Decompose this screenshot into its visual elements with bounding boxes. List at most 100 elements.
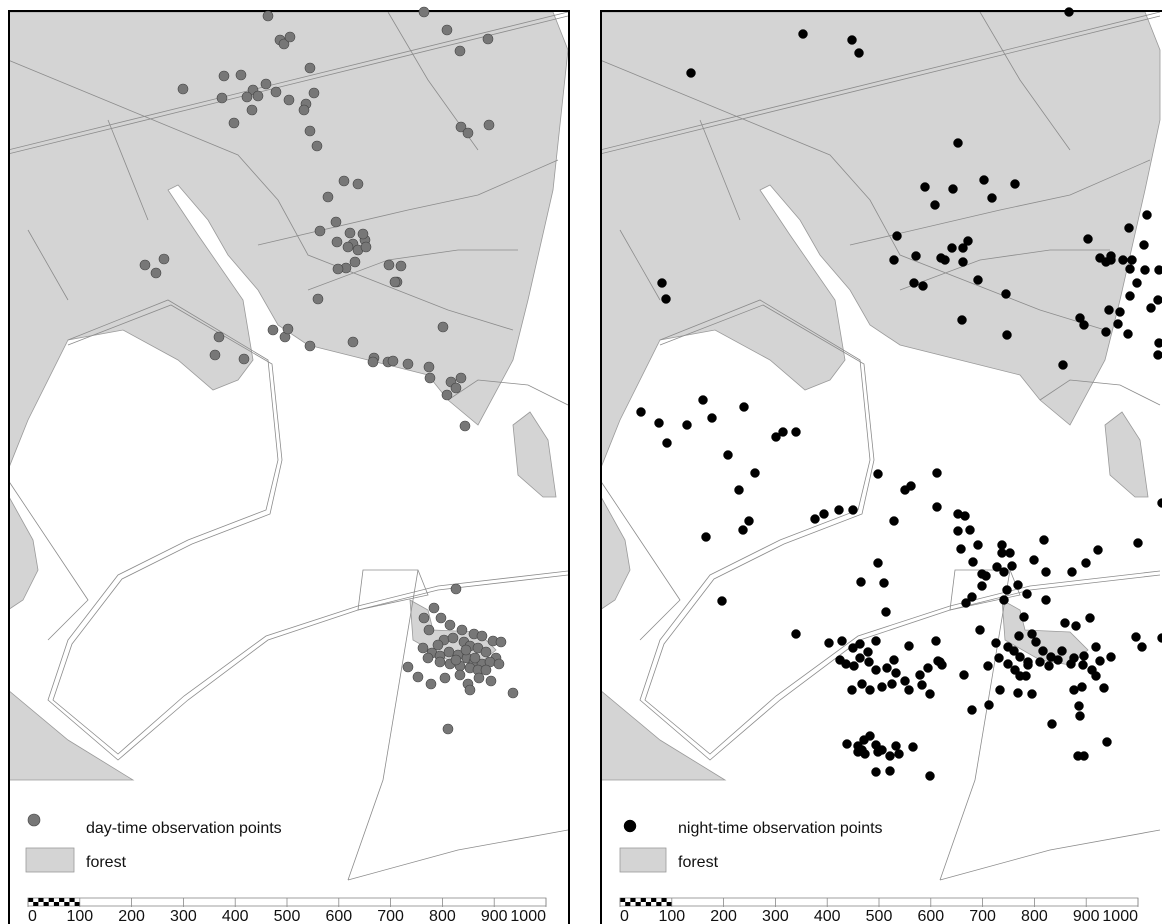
- observation-point: [1104, 305, 1114, 315]
- observation-point: [352, 178, 364, 190]
- observation-point: [158, 253, 170, 265]
- observation-point: [1038, 646, 1048, 656]
- observation-point: [1003, 659, 1013, 669]
- scale-bar-tick-label: 400: [814, 908, 841, 924]
- observation-point: [791, 427, 801, 437]
- scale-bar: 0 100 200 300 400 500 600 700 800 900 1000: [619, 897, 1139, 924]
- observation-point: [1064, 7, 1074, 17]
- observation-point: [885, 751, 895, 761]
- observation-point: [383, 259, 395, 271]
- legend-points-label: day-time observation points: [86, 820, 282, 837]
- observation-point: [246, 104, 258, 116]
- observation-point: [744, 516, 754, 526]
- observation-point: [1066, 659, 1076, 669]
- scale-bar-tick-label: 200: [710, 908, 737, 924]
- observation-point: [347, 336, 359, 348]
- legend-forest-swatch: [619, 847, 667, 873]
- scale-bar-tick-label: 800: [1021, 908, 1048, 924]
- observation-point: [967, 705, 977, 715]
- observation-point: [987, 193, 997, 203]
- observation-point: [983, 661, 993, 671]
- observation-point: [330, 216, 342, 228]
- observation-point: [953, 138, 963, 148]
- observation-point: [1022, 589, 1032, 599]
- scale-bar-tick-label: 300: [762, 908, 789, 924]
- observation-point: [1101, 327, 1111, 337]
- observation-point: [873, 558, 883, 568]
- observation-point: [900, 676, 910, 686]
- observation-point: [1102, 737, 1112, 747]
- scale-bar-check: [635, 902, 641, 906]
- observation-point: [485, 675, 497, 687]
- observation-point: [1113, 319, 1123, 329]
- observation-point: [959, 670, 969, 680]
- observation-point: [973, 275, 983, 285]
- observation-point: [873, 747, 883, 757]
- observation-point: [270, 86, 282, 98]
- observation-point: [480, 664, 492, 676]
- night-observation-points: [636, 7, 1162, 781]
- observation-point: [834, 505, 844, 515]
- observation-point: [1153, 295, 1162, 305]
- observation-point: [856, 577, 866, 587]
- scale-bar-check: [651, 898, 657, 902]
- observation-point: [873, 469, 883, 479]
- observation-point: [493, 658, 505, 670]
- observation-point: [395, 260, 407, 272]
- observation-point: [1078, 660, 1088, 670]
- observation-point: [1123, 329, 1133, 339]
- observation-point: [1139, 240, 1149, 250]
- observation-point: [476, 630, 488, 642]
- observation-point: [1132, 278, 1142, 288]
- observation-point: [349, 256, 361, 268]
- observation-point: [417, 642, 429, 654]
- observation-point: [460, 644, 472, 656]
- observation-point: [877, 682, 887, 692]
- observation-point: [1005, 548, 1015, 558]
- observation-point: [455, 372, 467, 384]
- forest-area-southwest: [602, 691, 727, 781]
- scale-bar-tick-label: 500: [866, 908, 893, 924]
- observation-point: [857, 679, 867, 689]
- observation-point: [847, 685, 857, 695]
- observation-point: [304, 340, 316, 352]
- observation-point: [432, 639, 444, 651]
- observation-point: [439, 672, 451, 684]
- legend-day-point-symbol: [27, 813, 41, 827]
- observation-point: [1079, 320, 1089, 330]
- observation-point: [1091, 671, 1101, 681]
- observation-point: [686, 68, 696, 78]
- observation-point: [940, 255, 950, 265]
- scale-bar-tick-label: 100: [66, 908, 93, 924]
- observation-point: [750, 468, 760, 478]
- observation-point: [920, 182, 930, 192]
- observation-point: [1023, 660, 1033, 670]
- observation-point: [931, 636, 941, 646]
- observation-point: [984, 700, 994, 710]
- observation-point: [428, 602, 440, 614]
- scale-bar-check: [48, 898, 54, 902]
- observation-point: [442, 723, 454, 735]
- observation-point: [889, 516, 899, 526]
- observation-point: [139, 259, 151, 271]
- observation-point: [1140, 265, 1150, 275]
- observation-point: [661, 294, 671, 304]
- scale-bar-tick-label: 400: [222, 908, 249, 924]
- observation-point: [855, 653, 865, 663]
- observation-point: [443, 646, 455, 658]
- observation-point: [402, 358, 414, 370]
- scale-bar-tick-label: 200: [118, 908, 145, 924]
- observation-point: [1124, 223, 1134, 233]
- scale-bar-tick-label: 600: [917, 908, 944, 924]
- observation-point: [791, 629, 801, 639]
- observation-point: [480, 646, 492, 658]
- observation-point: [1142, 210, 1152, 220]
- forest-area-west: [602, 497, 631, 610]
- observation-point: [701, 532, 711, 542]
- observation-point: [904, 641, 914, 651]
- scale-bar-check: [28, 898, 34, 902]
- observation-point: [1115, 307, 1125, 317]
- observation-point: [1041, 567, 1051, 577]
- observation-point: [338, 175, 350, 187]
- observation-point: [1083, 234, 1093, 244]
